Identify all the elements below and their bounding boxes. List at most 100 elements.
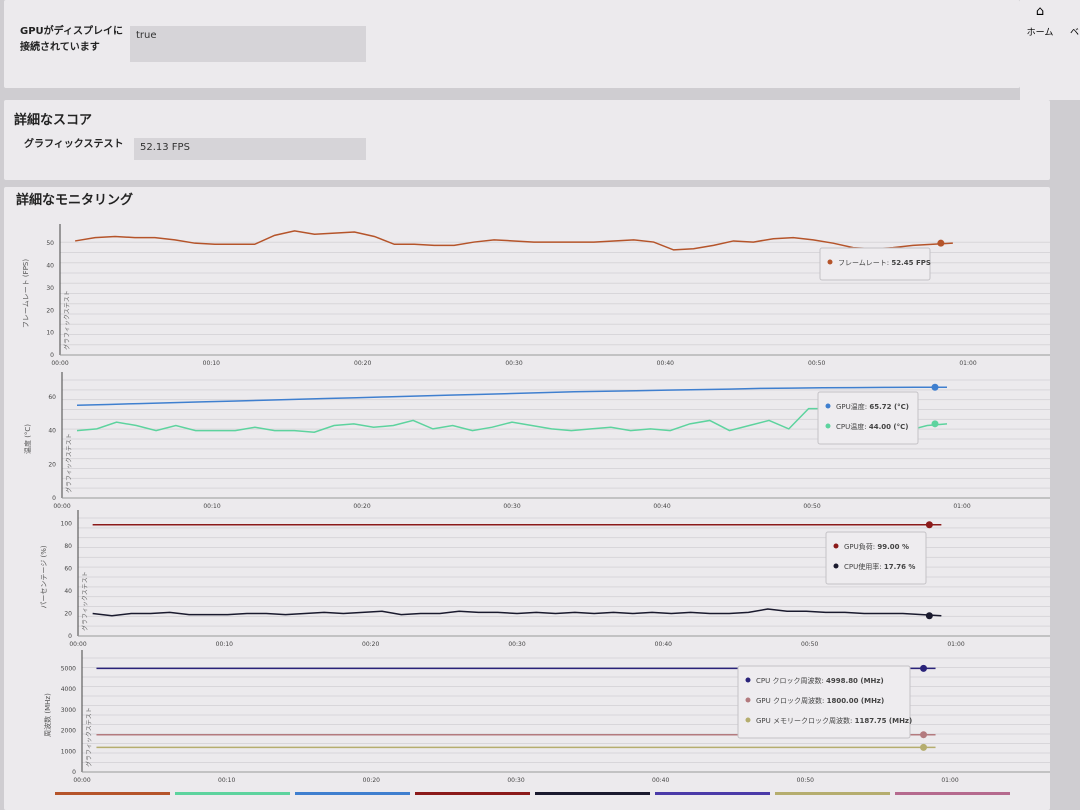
chart-0: 0 10 20 30 40 50 00:00 00:10 00:20 00:30 00:40 00:5… xyxy=(22,224,1050,367)
y-tick-label: 20 xyxy=(48,461,56,468)
legend-color-bar[interactable] xyxy=(295,792,410,795)
hover-point xyxy=(925,521,933,529)
x-tick-label: 00:00 xyxy=(51,360,68,367)
chart-1: 0 20 40 60 00:00 00:10 00:20 00:30 00:40 00:50 01:… xyxy=(23,372,1050,510)
test-marker-label: グラフィックステスト xyxy=(63,290,71,350)
tooltip-text: CPU クロック周波数: 4998.80 (MHz) xyxy=(756,676,884,685)
gpu-connected-label: GPUがディスプレイに 接続されています xyxy=(20,26,123,53)
y-tick-label: 60 xyxy=(64,566,72,573)
x-tick-label: 01:00 xyxy=(959,360,976,367)
tooltip-text: CPU使用率: 17.76 % xyxy=(844,562,915,571)
series-line-0-0 xyxy=(75,230,953,251)
x-tick-label: 01:00 xyxy=(941,777,958,784)
tooltip-text: CPU温度: 44.00 (°C) xyxy=(836,422,908,431)
tooltip-dot xyxy=(745,717,751,723)
y-tick-label: 0 xyxy=(72,769,76,776)
hover-point xyxy=(920,743,928,751)
test-marker-label: グラフィックステスト xyxy=(65,433,73,493)
gpu-connection-panel: GPUがディスプレイに 接続されています true xyxy=(4,0,1020,88)
x-tick-label: 00:40 xyxy=(653,503,670,510)
y-tick-label: 0 xyxy=(68,633,72,640)
detailed-monitoring-title: 詳細なモニタリング xyxy=(16,193,134,208)
graphics-test-label: グラフィックステスト xyxy=(24,139,124,150)
x-tick-label: 00:00 xyxy=(69,641,86,648)
legend-color-bar[interactable] xyxy=(655,792,770,795)
hover-point xyxy=(937,239,945,247)
series-line-2-1 xyxy=(92,608,942,617)
y-tick-label: 40 xyxy=(48,428,56,435)
legend-color-bar[interactable] xyxy=(55,792,170,795)
y-tick-label: 3000 xyxy=(61,707,76,714)
x-tick-label: 01:00 xyxy=(947,641,964,648)
tooltip-dot xyxy=(827,259,833,265)
hover-point xyxy=(920,731,928,739)
tooltip xyxy=(819,247,931,281)
y-tick-label: 4000 xyxy=(61,686,76,693)
x-tick-label: 00:50 xyxy=(808,360,825,367)
tooltip-text: GPU負荷: 99.00 % xyxy=(844,542,909,551)
tooltip xyxy=(817,391,919,445)
x-tick-label: 01:00 xyxy=(953,503,970,510)
x-tick-label: 00:00 xyxy=(53,503,70,510)
x-tick-label: 00:50 xyxy=(801,641,818,648)
graphics-test-value: 52.13 FPS xyxy=(134,138,366,160)
nav-next-label[interactable]: ベ xyxy=(1070,28,1080,38)
tooltip-dot xyxy=(825,423,831,429)
y-tick-label: 2000 xyxy=(61,728,76,735)
test-marker-label: グラフィックステスト xyxy=(81,571,89,631)
hover-point xyxy=(920,664,928,672)
hover-point xyxy=(931,420,939,428)
nav-area: ⌂ ホーム ベ xyxy=(1020,0,1080,100)
x-tick-label: 00:40 xyxy=(652,777,669,784)
y-tick-label: 10 xyxy=(46,330,54,337)
x-tick-label: 00:50 xyxy=(797,777,814,784)
y-axis-label: 周波数 (MHz) xyxy=(43,693,52,737)
tooltip xyxy=(737,665,911,739)
tooltip-dot xyxy=(825,403,831,409)
y-tick-label: 40 xyxy=(64,588,72,595)
chart-3: 0 1000 2000 3000 4000 5000 00:00 00:10 00:20 00:3… xyxy=(43,650,1050,784)
x-tick-label: 00:20 xyxy=(363,777,380,784)
hover-point xyxy=(931,383,939,391)
legend-color-bar[interactable] xyxy=(895,792,1010,795)
y-tick-label: 0 xyxy=(50,352,54,359)
x-tick-label: 00:20 xyxy=(353,503,370,510)
x-tick-label: 00:10 xyxy=(203,360,220,367)
y-tick-label: 5000 xyxy=(61,665,76,672)
tooltip-text: GPU温度: 65.72 (°C) xyxy=(836,402,909,411)
gpu-connected-value: true xyxy=(130,26,366,62)
home-icon: ⌂ xyxy=(1035,4,1045,19)
x-tick-label: 00:40 xyxy=(655,641,672,648)
legend-color-bar[interactable] xyxy=(775,792,890,795)
home-label: ホーム xyxy=(1026,28,1054,38)
tooltip-dot xyxy=(745,677,751,683)
y-tick-label: 20 xyxy=(46,307,54,314)
x-tick-label: 00:10 xyxy=(218,777,235,784)
series-line-1-1 xyxy=(76,407,948,434)
x-tick-label: 00:30 xyxy=(505,360,522,367)
x-tick-label: 00:10 xyxy=(203,503,220,510)
y-axis-label: 温度 (°C) xyxy=(23,424,32,454)
x-tick-label: 00:40 xyxy=(657,360,674,367)
home-button[interactable]: ⌂ ホーム xyxy=(1020,4,1060,38)
y-axis-label: フレームレート (FPS) xyxy=(22,259,30,328)
x-tick-label: 00:10 xyxy=(216,641,233,648)
x-tick-label: 00:30 xyxy=(503,503,520,510)
detailed-score-title: 詳細なスコア xyxy=(14,113,93,128)
x-tick-label: 00:30 xyxy=(507,777,524,784)
legend-color-bar[interactable] xyxy=(535,792,650,795)
legend-color-bar[interactable] xyxy=(175,792,290,795)
y-tick-label: 1000 xyxy=(61,748,76,755)
detailed-score-panel: 詳細なスコア グラフィックステスト 52.13 FPS xyxy=(4,100,1050,180)
x-tick-label: 00:00 xyxy=(73,777,90,784)
y-tick-label: 100 xyxy=(61,521,73,528)
x-tick-label: 00:20 xyxy=(354,360,371,367)
tooltip-text: フレームレート: 52.45 FPS xyxy=(838,259,931,267)
hover-point xyxy=(925,612,933,620)
y-tick-label: 80 xyxy=(64,543,72,550)
legend-color-bar[interactable] xyxy=(415,792,530,795)
x-tick-label: 00:20 xyxy=(362,641,379,648)
chart-2: 0 20 40 60 80 100 00:00 00:10 00:20 00:30 00:40 00:… xyxy=(40,510,1050,648)
y-tick-label: 0 xyxy=(52,495,56,502)
